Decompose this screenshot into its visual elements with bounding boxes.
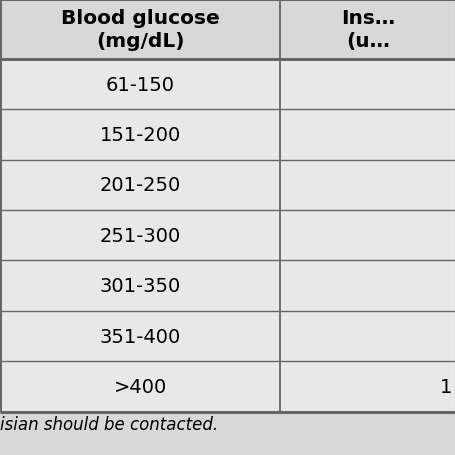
Text: Blood glucose
(mg/dL): Blood glucose (mg/dL) — [61, 9, 219, 51]
Text: 1: 1 — [439, 377, 451, 396]
Text: 201-250: 201-250 — [99, 176, 181, 195]
Text: 301-350: 301-350 — [99, 277, 181, 295]
Text: 351-400: 351-400 — [99, 327, 181, 346]
Text: 61-150: 61-150 — [106, 76, 174, 94]
Text: 151-200: 151-200 — [99, 126, 181, 145]
Text: >400: >400 — [113, 377, 167, 396]
Text: 251-300: 251-300 — [99, 226, 181, 245]
Text: isian should be contacted.: isian should be contacted. — [0, 415, 217, 433]
Text: Ins…
(u…: Ins… (u… — [340, 9, 394, 51]
